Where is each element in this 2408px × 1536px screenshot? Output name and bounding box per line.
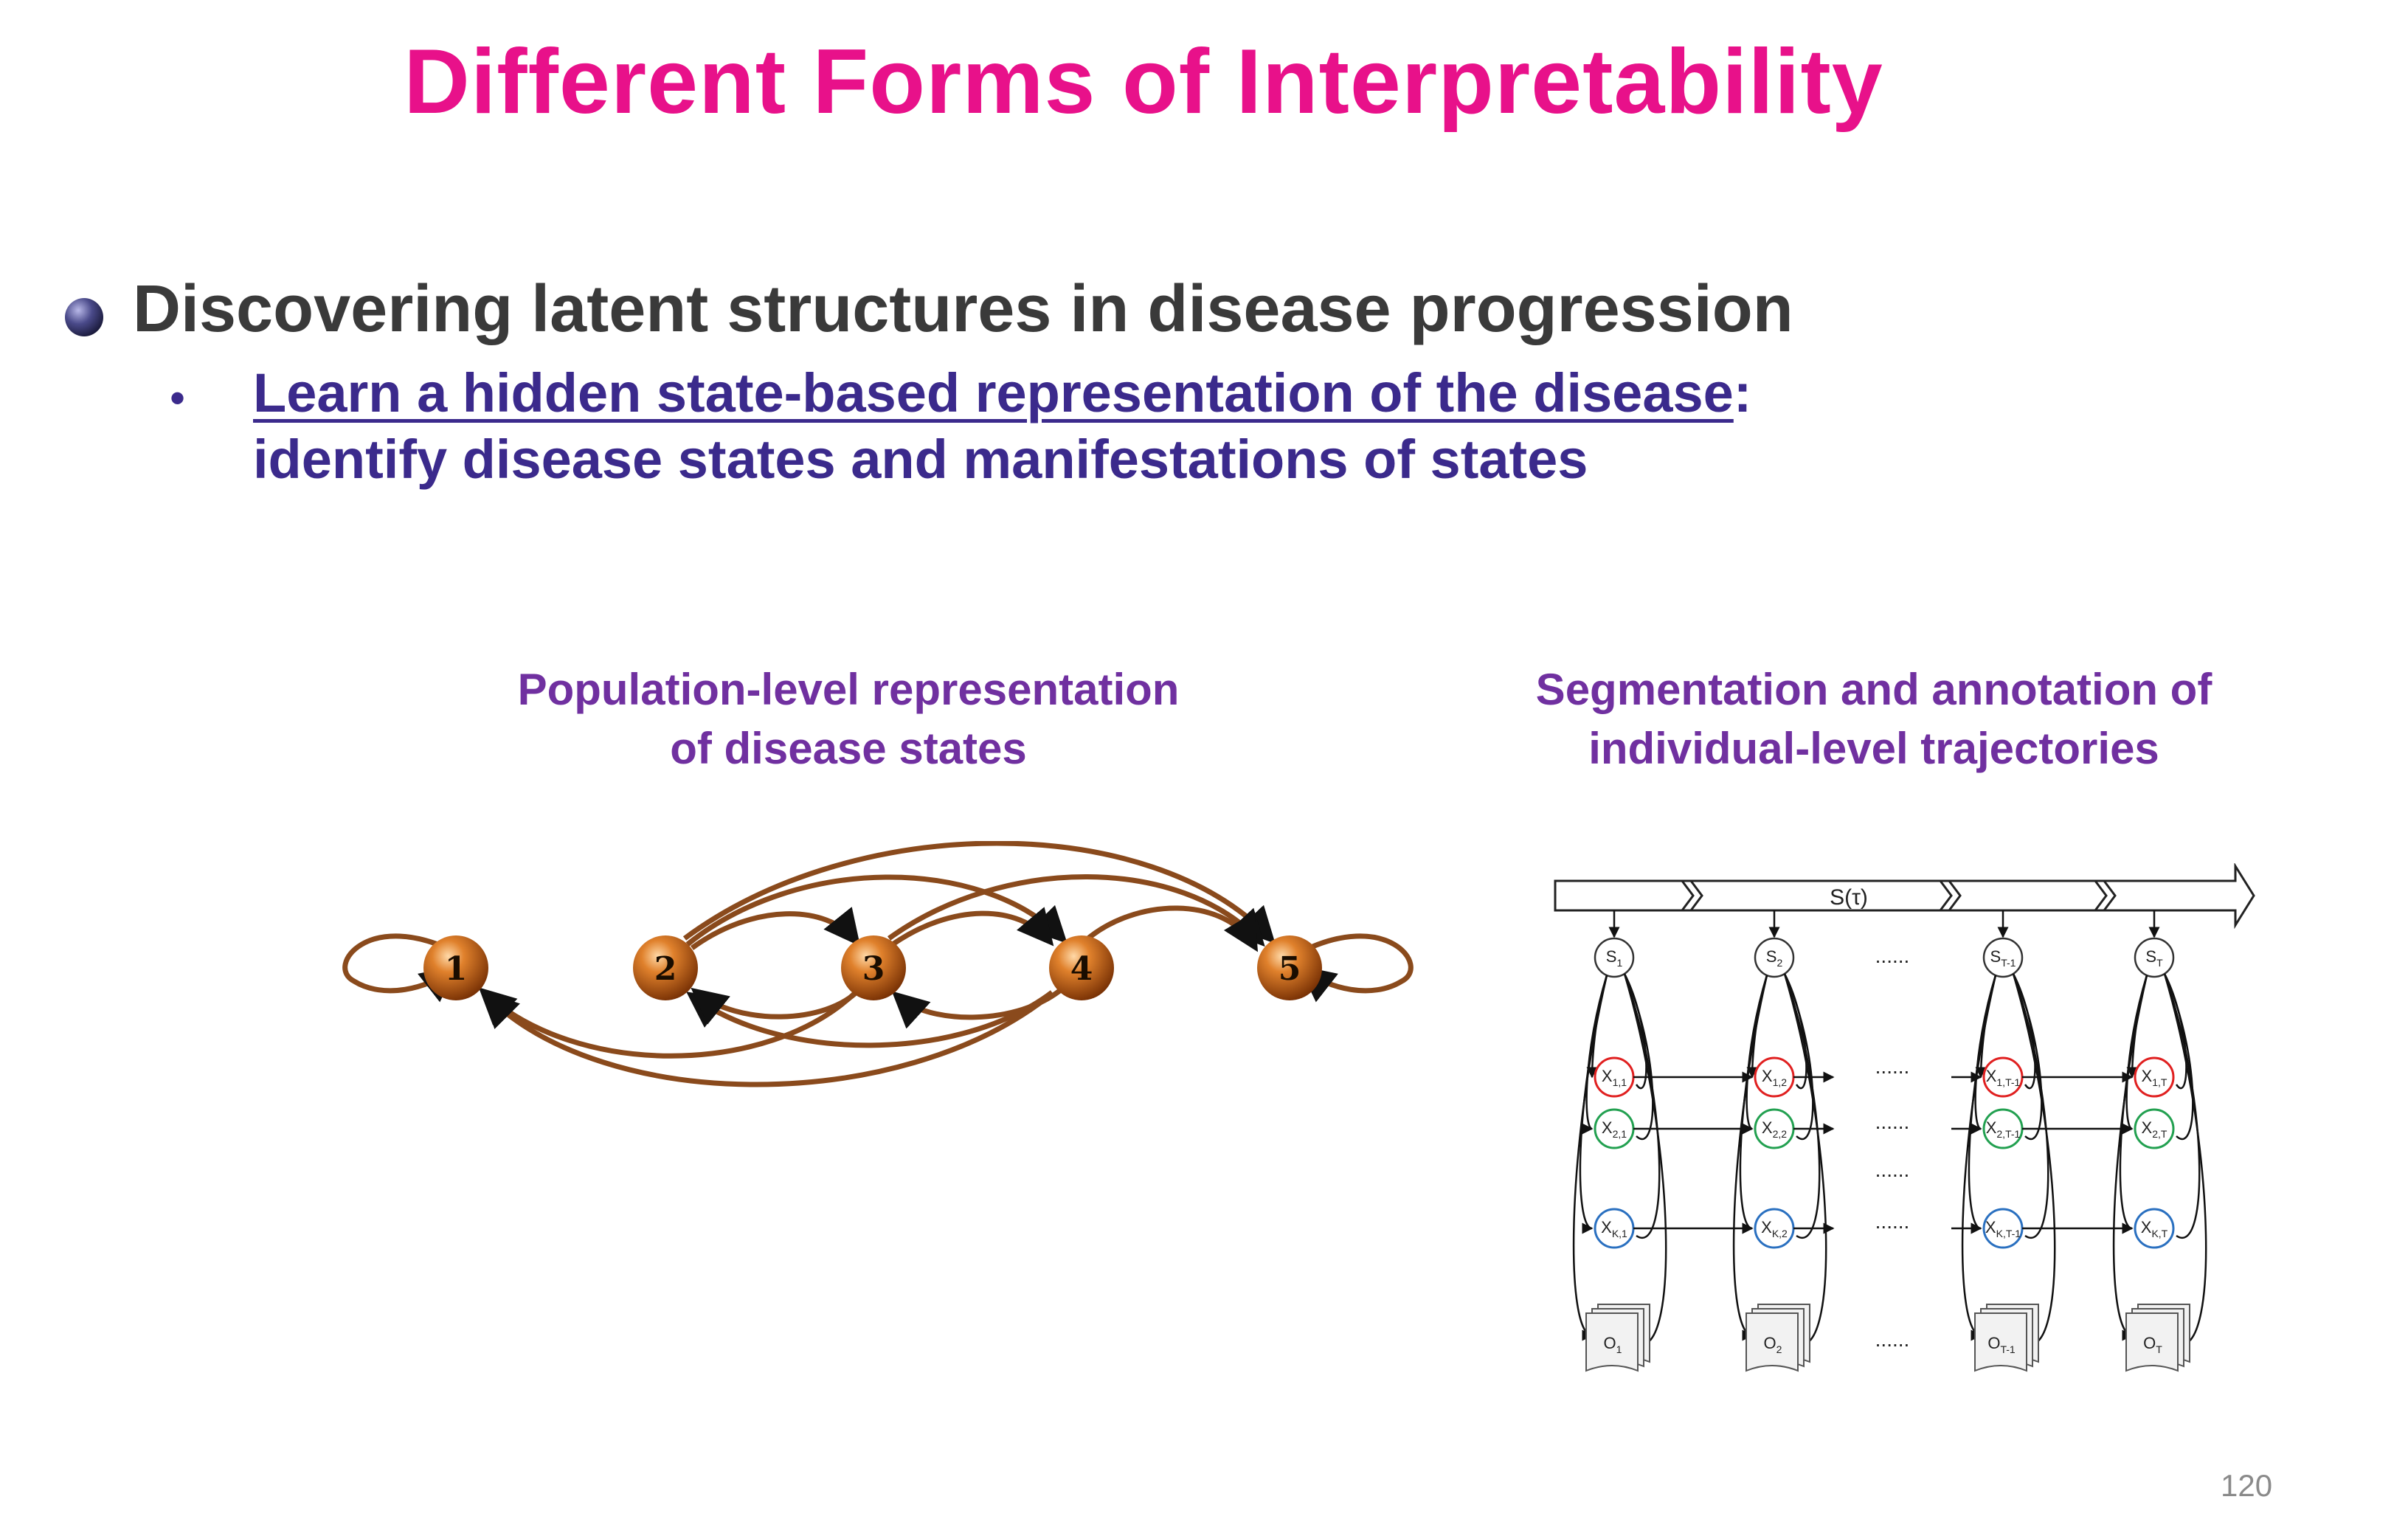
segment-column: ST-1X1,T-1X2,T-1XK,T-1OT-1 xyxy=(1951,910,2134,1372)
state-node-2: 2 xyxy=(633,935,698,1000)
edge-1-1 xyxy=(342,933,459,1003)
svg-text:5: 5 xyxy=(1279,950,1301,988)
right-caption-line2: individual-level trajectories xyxy=(1588,724,2159,773)
ellipsis-mid: ...... xyxy=(1875,1158,1910,1181)
sub-bullet-link[interactable]: Learn a hidden state-based representatio… xyxy=(253,362,1734,423)
emission-edge xyxy=(2122,975,2148,1135)
ellipses: ...... ...... ...... ...... ...... .....… xyxy=(1875,944,1910,1351)
emission-edge xyxy=(1582,975,1608,1135)
edge-4-1 xyxy=(482,991,1051,1087)
emission-edge xyxy=(2012,973,2056,1346)
x1-node xyxy=(2134,1056,2175,1098)
edge-4-3 xyxy=(891,986,1065,1029)
state-node-1: 1 xyxy=(423,935,488,1000)
emission-edge xyxy=(1623,973,1661,1239)
state-transition-graph: 1 2 3 4 5 xyxy=(342,841,1414,1087)
transition-edges xyxy=(342,841,1414,1087)
sub-bullet-line2: identify disease states and manifestatio… xyxy=(253,429,1588,490)
svg-text:3: 3 xyxy=(862,950,885,988)
svg-text:4: 4 xyxy=(1070,950,1093,988)
timeline-arrow: S(τ) xyxy=(1554,863,2255,930)
emission-edge xyxy=(2163,973,2201,1239)
sub-bullet-colon: : xyxy=(1733,362,1752,423)
xk-node xyxy=(2134,1208,2175,1249)
right-caption-line1: Segmentation and annotation of xyxy=(1535,665,2212,714)
svg-text:2: 2 xyxy=(654,950,677,988)
state-nodes: 1 2 3 4 5 xyxy=(423,935,1322,1000)
left-caption-line2: of disease states xyxy=(670,724,1027,773)
edge-4-5 xyxy=(1082,905,1259,952)
left-caption-line1: Population-level representation xyxy=(517,665,1180,714)
emission-edge xyxy=(1961,975,1997,1341)
observation-document-icon xyxy=(1974,1312,2027,1372)
emission-edge xyxy=(1783,973,1814,1141)
edge-5-5 xyxy=(1297,933,1414,1003)
edge-4-2 xyxy=(686,990,1054,1048)
emission-edge xyxy=(2012,973,2049,1239)
edge-3-2 xyxy=(691,986,862,1025)
state-node-3: 3 xyxy=(841,935,906,1000)
right-figure-caption: Segmentation and annotation of individua… xyxy=(1446,660,2302,778)
observation-document-icon xyxy=(1585,1312,1639,1372)
emission-edge xyxy=(2163,973,2194,1141)
edge-3-4 xyxy=(891,907,1054,947)
edge-2-3 xyxy=(690,907,861,950)
left-figure-caption: Population-level representation of disea… xyxy=(443,660,1254,778)
x2-node-label: X2,T-1 xyxy=(1986,1118,2021,1140)
ellipsis-x2: ...... xyxy=(1875,1110,1910,1133)
emission-edge xyxy=(1783,973,1827,1346)
emission-edge xyxy=(1732,975,1768,1341)
emission-edge xyxy=(1572,975,1608,1341)
sub-bullet-marker: • xyxy=(170,373,186,423)
state-node-5: 5 xyxy=(1257,935,1322,1000)
emission-edge xyxy=(1971,975,1997,1135)
edge-3-5 xyxy=(887,874,1265,947)
ellipsis-xk: ...... xyxy=(1875,1210,1910,1233)
edge-3-1 xyxy=(478,987,858,1059)
bullet-sphere-icon xyxy=(65,298,103,336)
page-number: 120 xyxy=(2221,1468,2273,1503)
edge-2-5 xyxy=(682,841,1276,944)
emission-edge xyxy=(2112,975,2148,1341)
svg-text:1: 1 xyxy=(445,950,468,988)
observation-document-icon xyxy=(1746,1312,1799,1372)
emission-edge xyxy=(2163,973,2207,1346)
state-node xyxy=(1754,937,1795,978)
state-node-4: 4 xyxy=(1049,935,1114,1000)
ellipsis-x1: ...... xyxy=(1875,1055,1910,1078)
timeline-label: S(τ) xyxy=(1830,885,1868,910)
main-bullet-text: Discovering latent structures in disease… xyxy=(133,272,1793,346)
emission-edge xyxy=(1623,973,1654,1141)
state-node xyxy=(1982,937,2024,978)
emission-edge xyxy=(2012,973,2043,1141)
emission-edge xyxy=(1783,973,1821,1239)
observation-document-icon xyxy=(2125,1312,2179,1372)
emission-edge xyxy=(1623,973,1667,1346)
emission-edge xyxy=(1742,975,1768,1135)
x2-node xyxy=(2134,1108,2175,1149)
state-node xyxy=(2134,937,2175,978)
slide-title: Different Forms of Interpretability xyxy=(404,31,1883,133)
ellipsis-o: ...... xyxy=(1875,1328,1910,1351)
ellipsis-s: ...... xyxy=(1875,944,1910,967)
sub-bullet-line1: Learn a hidden state-based representatio… xyxy=(253,361,1751,424)
state-node xyxy=(1594,937,1635,978)
